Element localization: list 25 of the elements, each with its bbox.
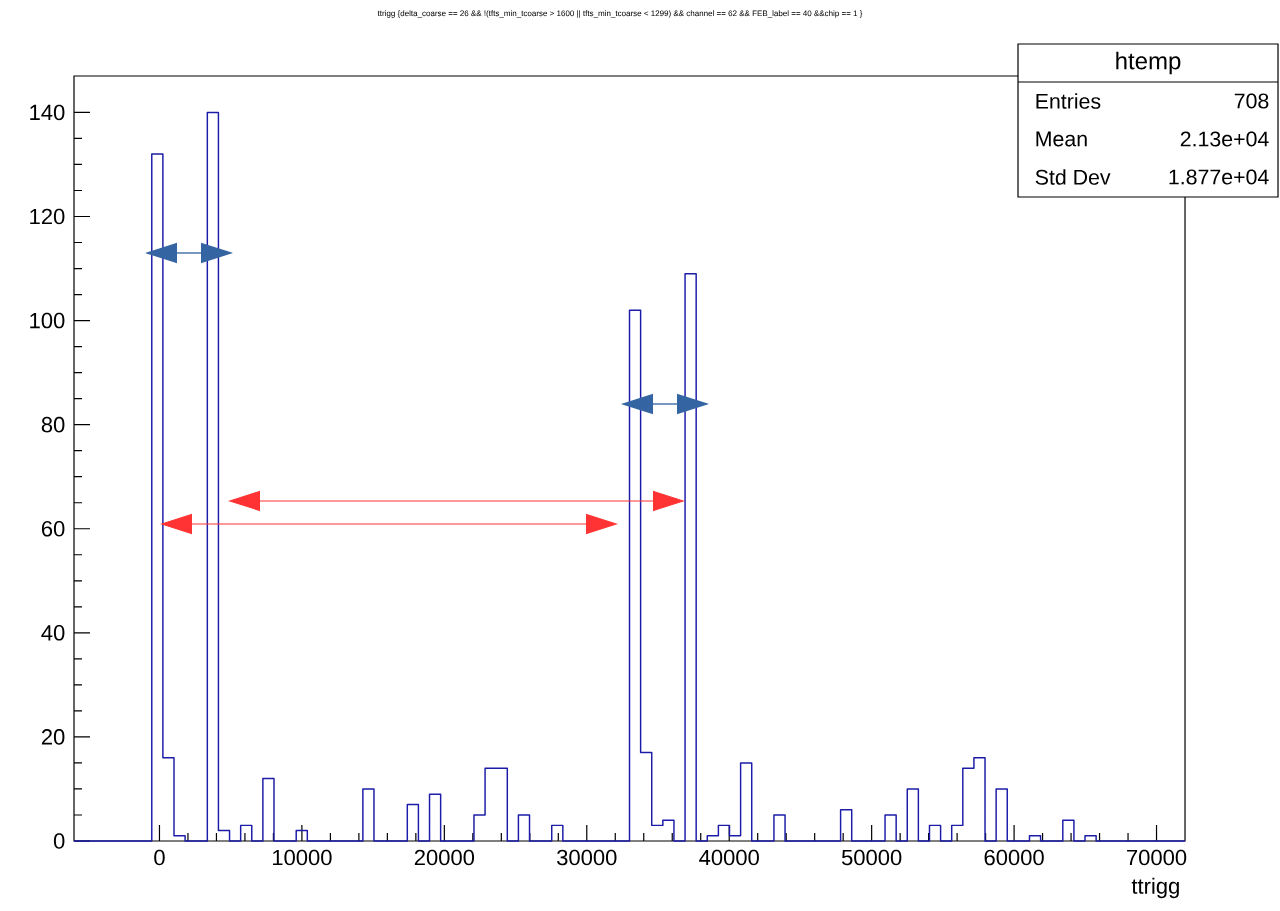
text: htemp (1116, 51, 1181, 75)
y-tick-label: 120 (30, 208, 65, 225)
annotation: 1.877e+04 (1169, 169, 1269, 185)
x-tick-label: 30000 (557, 849, 617, 866)
x-tick-label: 0 (154, 849, 165, 866)
y-tick-label: 100 (30, 312, 65, 329)
x-tick-label: 50000 (841, 849, 902, 866)
y-tick-label: 80 (41, 416, 65, 433)
annotation: Mean (1036, 131, 1087, 147)
annotation: 2.13e+04 (1180, 131, 1269, 147)
annotation: Std Dev (1035, 169, 1111, 185)
x-axis-title: ttrigg (1131, 877, 1179, 899)
x-tick-label: 10000 (272, 849, 332, 866)
y-tick-label: 20 (41, 729, 65, 745)
y-tick-label: 60 (41, 520, 65, 537)
y-tick-label: 0 (53, 833, 65, 849)
y-tick-label: 40 (41, 625, 65, 641)
text: 708 (1234, 93, 1269, 109)
x-tick-label: 60000 (984, 849, 1044, 866)
x-tick-label: 40000 (699, 849, 759, 866)
annotation: Entries (1036, 93, 1101, 109)
x-tick-label: 20000 (414, 849, 475, 866)
y-tick-label: 140 (30, 104, 65, 121)
x-tick-label: 70000 (1127, 849, 1187, 866)
chart-title: ttrigg {delta_coarse == 26 && !(tfts_min_tcoarse > 1600 || tfts_min_tcoarse < 1299) && channel == 62 && FEB_label == 40 &&chip == 1 } (377, 10, 863, 18)
